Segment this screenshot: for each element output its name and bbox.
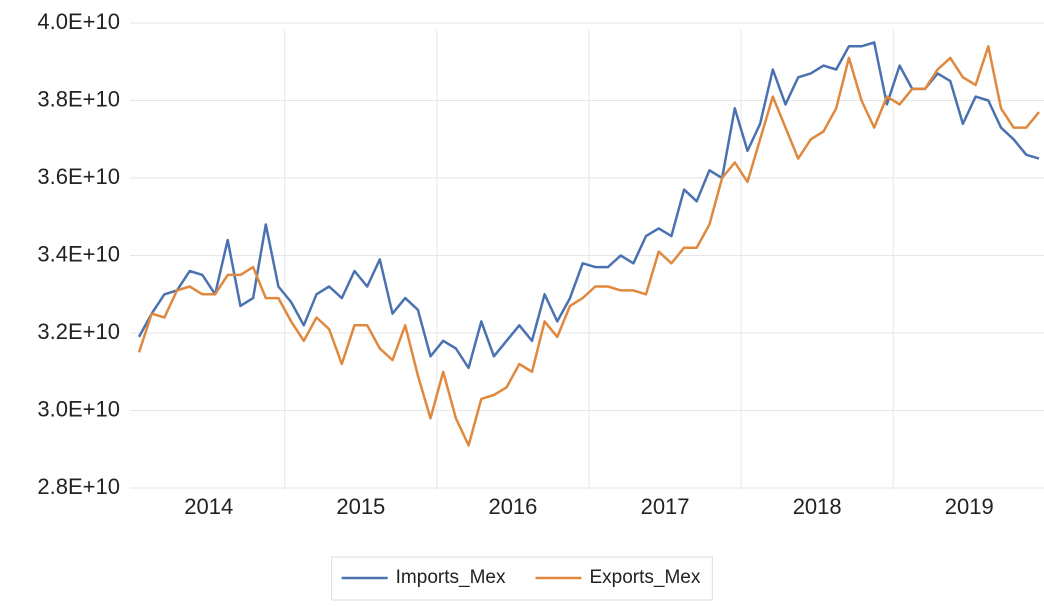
x-tick-label: 2019: [945, 494, 994, 519]
x-tick-label: 2017: [641, 494, 690, 519]
y-tick-label: 3.0E+10: [37, 396, 120, 421]
x-tick-label: 2018: [793, 494, 842, 519]
x-tick-label: 2014: [184, 494, 233, 519]
y-tick-label: 3.6E+10: [37, 164, 120, 189]
y-tick-label: 3.2E+10: [37, 319, 120, 344]
x-tick-label: 2015: [336, 494, 385, 519]
y-tick-label: 3.4E+10: [37, 241, 120, 266]
y-tick-label: 3.8E+10: [37, 86, 120, 111]
x-tick-label: 2016: [488, 494, 537, 519]
series-line: [137, 45, 1040, 447]
legend-box: [331, 556, 713, 601]
legend: Imports_Mex Exports_Mex: [331, 556, 713, 601]
y-tick-label: 4.0E+10: [37, 9, 120, 34]
legend-label: Exports_Mex: [589, 567, 700, 588]
y-tick-label: 2.8E+10: [37, 474, 120, 499]
legend-label: Imports_Mex: [396, 567, 506, 588]
